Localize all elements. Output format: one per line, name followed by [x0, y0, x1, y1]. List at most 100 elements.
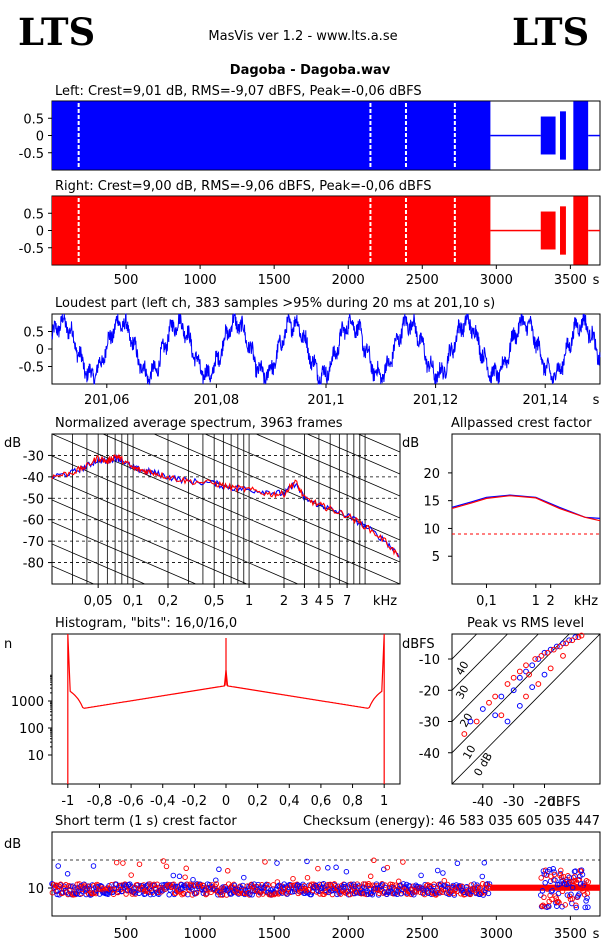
y-tick-label: 20 [423, 467, 440, 482]
y-tick-label: 0 [36, 130, 44, 145]
pvr-point-left [516, 674, 523, 681]
crest-point-right [476, 885, 483, 892]
pvr-point-right [575, 634, 582, 641]
pvr-point-left [535, 656, 542, 662]
x-tick-label: 3500 [554, 927, 587, 942]
loudest-part-line [51, 313, 601, 386]
waveform-envelope-segment [560, 111, 566, 160]
crest-point-right [160, 858, 167, 864]
crest-point-left [539, 888, 546, 894]
crest-point-right [542, 903, 548, 910]
waveform-envelope-segment [490, 229, 541, 232]
pvr-point-left [572, 634, 579, 641]
crest-point-right [379, 881, 385, 887]
x-tick-label: 3000 [480, 927, 513, 942]
crest-point-right [183, 865, 189, 872]
x-tick-label: -40 [472, 795, 493, 810]
x-tick-label: 1 [380, 794, 388, 809]
x-tick-label: 201,08 [194, 393, 240, 408]
crest-point-left [285, 888, 292, 895]
crest-point-right [565, 873, 571, 879]
pvr-point-left [553, 643, 560, 650]
crest-point-right [544, 886, 551, 892]
pvr-point-left [529, 662, 536, 669]
crest-point-right [262, 859, 268, 865]
y-tick-label: -50 [23, 492, 44, 507]
x-tick-label: 3000 [480, 273, 513, 288]
crest-point-left [551, 869, 557, 875]
crest-point-left [576, 891, 582, 897]
crest-point-left [241, 874, 247, 881]
crest-point-left [479, 873, 486, 880]
peak-vs-rms-xlabel: dBFS [548, 795, 581, 810]
crest-point-left [552, 877, 558, 883]
pvr-point-right [547, 665, 554, 672]
y-tick-label: -20 [419, 684, 440, 699]
x-unit-label: s [593, 927, 600, 942]
pvr-point-left [492, 712, 499, 719]
y-tick-label: -30 [23, 449, 44, 464]
y-tick-label: -0.5 [19, 147, 44, 162]
crest-point-right [550, 884, 556, 891]
crest-point-left [64, 871, 71, 877]
y-tick-label: -30 [419, 716, 440, 731]
x-tick-label: -1 [61, 794, 74, 809]
pvr-point-left [566, 637, 573, 644]
crest-point-right [188, 882, 195, 889]
crest-point-right [556, 899, 562, 906]
x-tick-label: 1500 [258, 273, 291, 288]
pvr-point-left [529, 684, 536, 691]
pvr-point-right [473, 718, 480, 725]
x-tick-label: 500 [114, 273, 139, 288]
x-tick-label: 2 [280, 594, 288, 609]
crest-point-right [582, 883, 589, 890]
crest-point-right [290, 875, 296, 882]
crest-point-right [400, 859, 406, 865]
x-tick-label: 0,05 [84, 594, 113, 609]
crest-point-left [584, 895, 590, 901]
pvr-point-left [547, 646, 554, 653]
x-tick-label: 201,14 [522, 393, 568, 408]
crest-point-left [128, 883, 134, 889]
short-term-crest-panel: Short term (1 s) crest factor Checksum (… [4, 814, 601, 942]
x-unit-label: s [593, 393, 600, 408]
crest-point-left [454, 860, 461, 867]
x-tick-label: 1000 [184, 273, 217, 288]
crest-point-right [304, 874, 311, 881]
waveform-envelope-segment [560, 206, 566, 255]
crest-point-right [94, 881, 100, 888]
pvr-crest-line [452, 634, 539, 723]
loudest-part-title: Loudest part (left ch, 383 samples >95% … [55, 296, 495, 311]
pvr-point-right [557, 643, 563, 650]
crest-point-right [342, 889, 348, 895]
crest-point-left [440, 870, 446, 876]
y-tick-label: -40 [23, 471, 44, 486]
peak-vs-rms-title: Peak vs RMS level [467, 616, 584, 631]
crest-point-left [379, 881, 386, 888]
spectrum-slope-line [255, 434, 400, 497]
x-tick-label: -30 [503, 795, 524, 810]
y-tick-label: 10 [423, 522, 440, 537]
crest-point-right [231, 881, 237, 888]
pvr-point-left [560, 640, 566, 647]
pvr-point-right [510, 674, 517, 681]
crest-point-left [258, 884, 265, 891]
crest-point-right [559, 888, 566, 895]
x-tick-label: 1 [532, 594, 540, 609]
crest-point-right [315, 865, 321, 872]
crest-point-left [434, 867, 441, 874]
crest-point-left [573, 904, 580, 911]
crest-point-left [276, 882, 282, 889]
spectrum-series-right [51, 453, 399, 557]
waveform-envelope-segment [52, 196, 491, 265]
x-tick-label: 0,2 [158, 594, 179, 609]
y-tick-label: 1000 [11, 695, 44, 710]
pvr-point-left [541, 649, 548, 656]
plot-frame [451, 433, 601, 585]
crest-point-left [557, 870, 564, 877]
pvr-point-left [523, 668, 529, 675]
pvr-point-left [541, 671, 548, 678]
left-waveform-panel: Left: Crest=9,01 dB, RMS=-9,07 dBFS, Pea… [19, 84, 601, 171]
crest-point-right [444, 881, 451, 888]
